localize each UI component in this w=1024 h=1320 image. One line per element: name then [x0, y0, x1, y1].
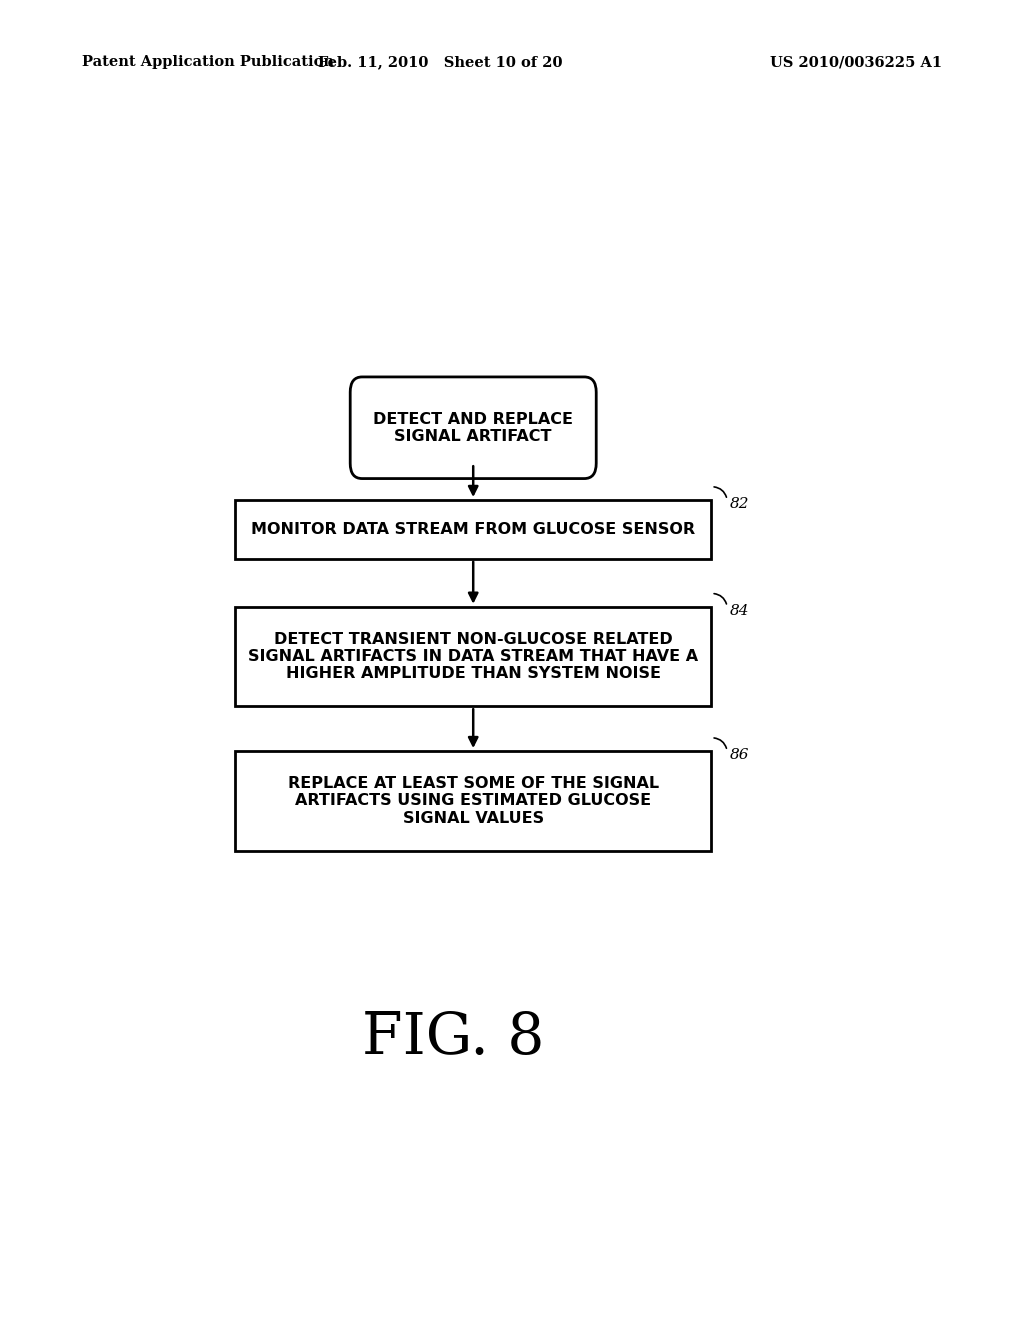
Text: FIG. 8: FIG. 8 [362, 1010, 545, 1065]
FancyBboxPatch shape [350, 378, 596, 479]
Text: Patent Application Publication: Patent Application Publication [82, 55, 334, 70]
Text: 82: 82 [729, 496, 749, 511]
FancyBboxPatch shape [236, 607, 712, 706]
FancyBboxPatch shape [236, 500, 712, 558]
Text: 84: 84 [729, 603, 749, 618]
Text: DETECT TRANSIENT NON-GLUCOSE RELATED
SIGNAL ARTIFACTS IN DATA STREAM THAT HAVE A: DETECT TRANSIENT NON-GLUCOSE RELATED SIG… [248, 631, 698, 681]
Text: Feb. 11, 2010   Sheet 10 of 20: Feb. 11, 2010 Sheet 10 of 20 [318, 55, 562, 70]
Text: REPLACE AT LEAST SOME OF THE SIGNAL
ARTIFACTS USING ESTIMATED GLUCOSE
SIGNAL VAL: REPLACE AT LEAST SOME OF THE SIGNAL ARTI… [288, 776, 658, 826]
Text: MONITOR DATA STREAM FROM GLUCOSE SENSOR: MONITOR DATA STREAM FROM GLUCOSE SENSOR [251, 521, 695, 537]
FancyBboxPatch shape [236, 751, 712, 850]
Text: 86: 86 [729, 748, 749, 762]
Text: DETECT AND REPLACE
SIGNAL ARTIFACT: DETECT AND REPLACE SIGNAL ARTIFACT [373, 412, 573, 444]
Text: US 2010/0036225 A1: US 2010/0036225 A1 [770, 55, 942, 70]
